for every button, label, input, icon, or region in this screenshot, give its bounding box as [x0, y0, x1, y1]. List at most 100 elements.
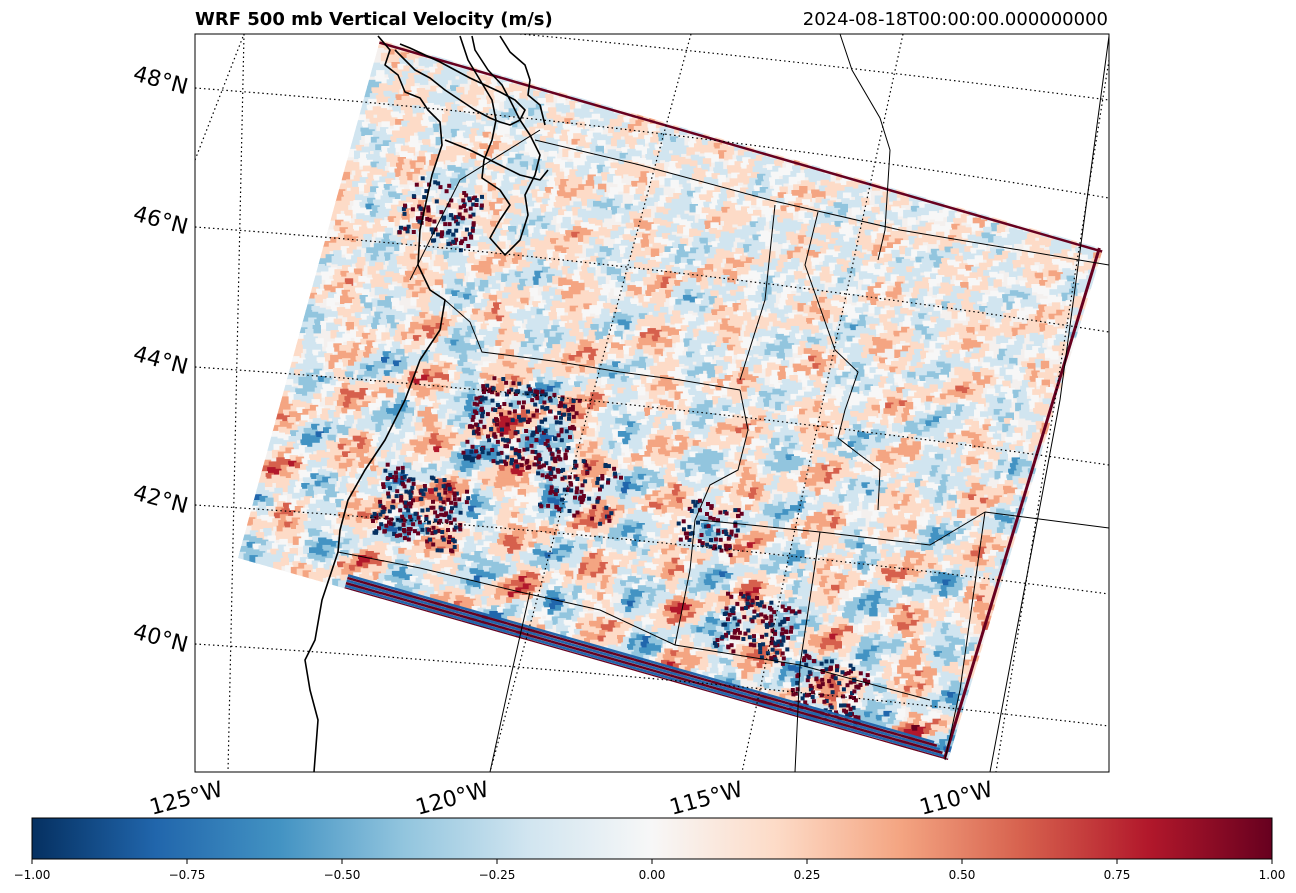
velocity-cell	[655, 163, 665, 172]
velocity-cell	[543, 168, 553, 177]
velocity-cell	[772, 209, 782, 218]
velocity-cell	[996, 249, 1005, 258]
velocity-cell	[487, 275, 496, 285]
velocity-cell	[998, 262, 1008, 271]
velocity-cell	[656, 386, 665, 395]
velocity-cell	[890, 230, 899, 240]
velocity-cell	[861, 197, 870, 207]
velocity-cell	[855, 196, 864, 205]
velocity-cell	[834, 221, 843, 230]
velocity-cell	[754, 160, 763, 170]
velocity-cell	[443, 108, 452, 117]
velocity-cell	[874, 195, 884, 204]
velocity-cell	[786, 163, 795, 173]
velocity-cell	[702, 182, 711, 192]
velocity-cell	[891, 249, 900, 259]
velocity-cell	[696, 156, 706, 165]
velocity-cell	[910, 205, 920, 215]
velocity-cell	[978, 243, 987, 253]
velocity-cell	[433, 74, 442, 83]
velocity-cell	[972, 217, 982, 226]
velocity-cell	[570, 119, 579, 129]
velocity-cell	[736, 155, 745, 164]
velocity-cell	[367, 266, 376, 275]
velocity-cell	[1014, 229, 1024, 239]
velocity-cell	[703, 177, 713, 186]
velocity-cell	[413, 99, 422, 108]
velocity-cell	[726, 189, 735, 199]
velocity-cell	[826, 225, 836, 234]
velocity-cell	[599, 109, 608, 119]
velocity-cell	[749, 177, 758, 187]
velocity-cell	[846, 224, 855, 233]
velocity-cell	[590, 119, 599, 128]
velocity-cell	[746, 189, 755, 198]
velocity-cell	[622, 166, 631, 175]
velocity-cell	[1045, 238, 1054, 247]
velocity-cell	[539, 321, 548, 331]
velocity-cell	[395, 94, 404, 103]
velocity-cell	[826, 181, 835, 190]
velocity-cell	[893, 219, 903, 228]
velocity-cell	[879, 202, 888, 212]
velocity-cell	[659, 127, 668, 136]
velocity-cell	[1075, 247, 1084, 256]
velocity-cell	[1027, 276, 1036, 285]
velocity-cell	[792, 165, 801, 174]
velocity-cell	[350, 162, 360, 171]
velocity-cell	[468, 90, 477, 99]
velocity-cell	[571, 138, 580, 148]
velocity-cell	[984, 332, 993, 341]
velocity-cell	[1027, 252, 1037, 261]
velocity-cell	[687, 166, 696, 175]
velocity-cell	[439, 100, 448, 110]
velocity-cell	[1008, 228, 1018, 237]
velocity-cell	[946, 240, 955, 250]
velocity-cell	[511, 121, 520, 130]
velocity-cell	[574, 152, 583, 161]
velocity-cell	[679, 170, 689, 179]
velocity-cell	[447, 71, 456, 81]
velocity-cell	[541, 291, 550, 300]
velocity-cell	[1033, 253, 1043, 263]
velocity-cell	[388, 73, 397, 82]
velocity-cell	[952, 242, 961, 251]
velocity-cell	[603, 210, 612, 219]
velocity-cell	[760, 205, 770, 215]
velocity-cell	[467, 115, 476, 124]
velocity-cell	[1034, 272, 1044, 281]
velocity-cell	[556, 122, 566, 131]
velocity-cell	[707, 233, 716, 243]
velocity-cell	[730, 197, 739, 206]
velocity-cell	[427, 97, 436, 106]
velocity-cell	[628, 143, 638, 152]
velocity-cell	[946, 500, 956, 509]
velocity-cell	[667, 166, 677, 176]
velocity-cell	[387, 98, 397, 107]
velocity-cell	[1069, 288, 1078, 298]
velocity-cell	[848, 218, 857, 228]
velocity-cell	[583, 142, 592, 151]
velocity-cell	[891, 206, 900, 215]
velocity-cell	[523, 100, 533, 109]
velocity-cell	[928, 235, 937, 245]
velocity-cell	[851, 207, 860, 216]
velocity-cell	[517, 123, 526, 132]
velocity-cell	[968, 253, 977, 262]
velocity-cell	[761, 156, 771, 166]
velocity-cell	[573, 108, 582, 117]
velocity-cell	[976, 249, 985, 258]
velocity-cell	[526, 138, 535, 147]
velocity-cell	[610, 162, 619, 171]
velocity-cell	[761, 181, 770, 190]
velocity-cell	[756, 241, 766, 251]
velocity-cell	[830, 189, 840, 198]
velocity-cell	[742, 157, 751, 166]
velocity-cell	[783, 194, 793, 203]
velocity-cell	[478, 124, 487, 133]
velocity-cell	[746, 387, 756, 396]
velocity-cell	[451, 104, 460, 113]
velocity-cell	[912, 200, 921, 209]
velocity-cell	[795, 197, 805, 206]
velocity-cell	[970, 247, 979, 257]
